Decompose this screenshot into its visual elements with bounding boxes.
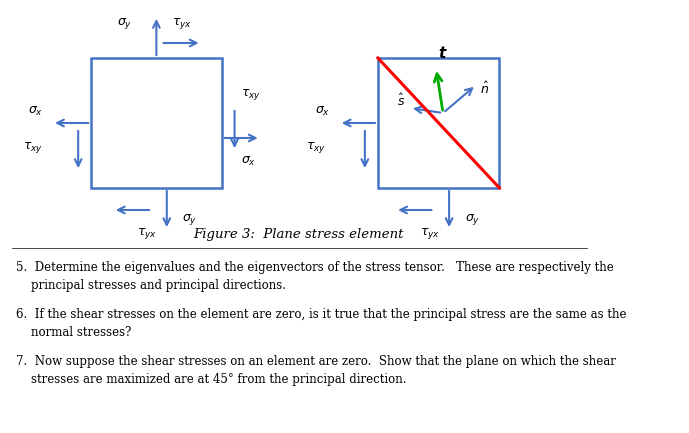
Text: $\sigma_x$: $\sigma_x$ [240, 155, 256, 168]
Text: $\tau_{yx}$: $\tau_{yx}$ [420, 226, 440, 241]
Text: $\tau_{xy}$: $\tau_{xy}$ [23, 140, 43, 155]
Text: $\hat{s}$: $\hat{s}$ [397, 93, 405, 109]
Text: $\sigma_x$: $\sigma_x$ [28, 104, 43, 117]
Text: Figure 3:  Plane stress element: Figure 3: Plane stress element [194, 228, 404, 241]
Text: $\tau_{xy}$: $\tau_{xy}$ [240, 87, 260, 103]
Text: $\hat{n}$: $\hat{n}$ [480, 81, 489, 97]
Text: principal stresses and principal directions.: principal stresses and principal directi… [16, 279, 286, 293]
Text: 5.  Determine the eigenvalues and the eigenvectors of the stress tensor.   These: 5. Determine the eigenvalues and the eig… [16, 261, 613, 274]
Text: $\boldsymbol{t}$: $\boldsymbol{t}$ [438, 45, 448, 61]
Text: 7.  Now suppose the shear stresses on an element are zero.  Show that the plane : 7. Now suppose the shear stresses on an … [16, 355, 615, 368]
Text: stresses are maximized are at 45° from the principal direction.: stresses are maximized are at 45° from t… [16, 374, 406, 387]
Text: $\tau_{yx}$: $\tau_{yx}$ [137, 226, 157, 241]
Text: $\sigma_y$: $\sigma_y$ [465, 213, 480, 227]
Text: $\tau_{yx}$: $\tau_{yx}$ [172, 16, 192, 31]
Text: 6.  If the shear stresses on the element are zero, is it true that the principal: 6. If the shear stresses on the element … [16, 308, 626, 321]
Text: $\tau_{xy}$: $\tau_{xy}$ [306, 140, 326, 155]
Bar [91, 58, 222, 188]
Text: $\sigma_y$: $\sigma_y$ [183, 213, 198, 227]
Text: normal stresses?: normal stresses? [16, 326, 131, 339]
Text: $\sigma_y$: $\sigma_y$ [117, 16, 132, 30]
Bar [378, 58, 500, 188]
Text: $\sigma_x$: $\sigma_x$ [315, 104, 330, 117]
